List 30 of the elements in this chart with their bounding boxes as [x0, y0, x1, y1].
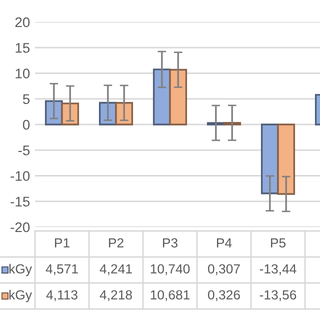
y-tick-label: 15	[16, 43, 30, 53]
data-label: 4,241	[100, 264, 132, 276]
x-tick-label: P3	[163, 238, 178, 248]
y-tick-label: 5	[22, 94, 30, 104]
data-label: 10,740	[150, 264, 190, 276]
y-tick-label: -20	[10, 222, 30, 232]
y-tick-label: 20	[15, 17, 30, 28]
bar	[260, 124, 279, 194]
data-label: -13,56	[260, 290, 296, 302]
y-tick-label: -10	[10, 171, 30, 181]
data-label: 4,113	[46, 290, 78, 302]
data-label: 0,307	[208, 264, 240, 276]
data-label: 10,681	[150, 290, 190, 302]
data-label: 4,571	[46, 264, 78, 276]
y-tick-label: -15	[10, 196, 30, 207]
x-tick-label: P2	[109, 238, 124, 248]
y-tick-label: 0	[22, 120, 30, 130]
bar	[277, 124, 296, 195]
y-tick-label: -5	[18, 146, 30, 156]
x-tick-label: P1	[55, 238, 70, 248]
data-label: 4,218	[100, 290, 132, 302]
bar	[169, 68, 188, 126]
legend-label: kGy	[9, 290, 32, 302]
y-tick-label: 10	[16, 68, 30, 78]
legend-label: kGy	[9, 264, 32, 276]
data-label: -13,44	[260, 264, 296, 276]
data-label: 0,326	[208, 290, 240, 302]
bar	[152, 68, 171, 126]
x-tick-label: P5	[271, 238, 286, 248]
x-tick-label: P4	[217, 238, 232, 248]
